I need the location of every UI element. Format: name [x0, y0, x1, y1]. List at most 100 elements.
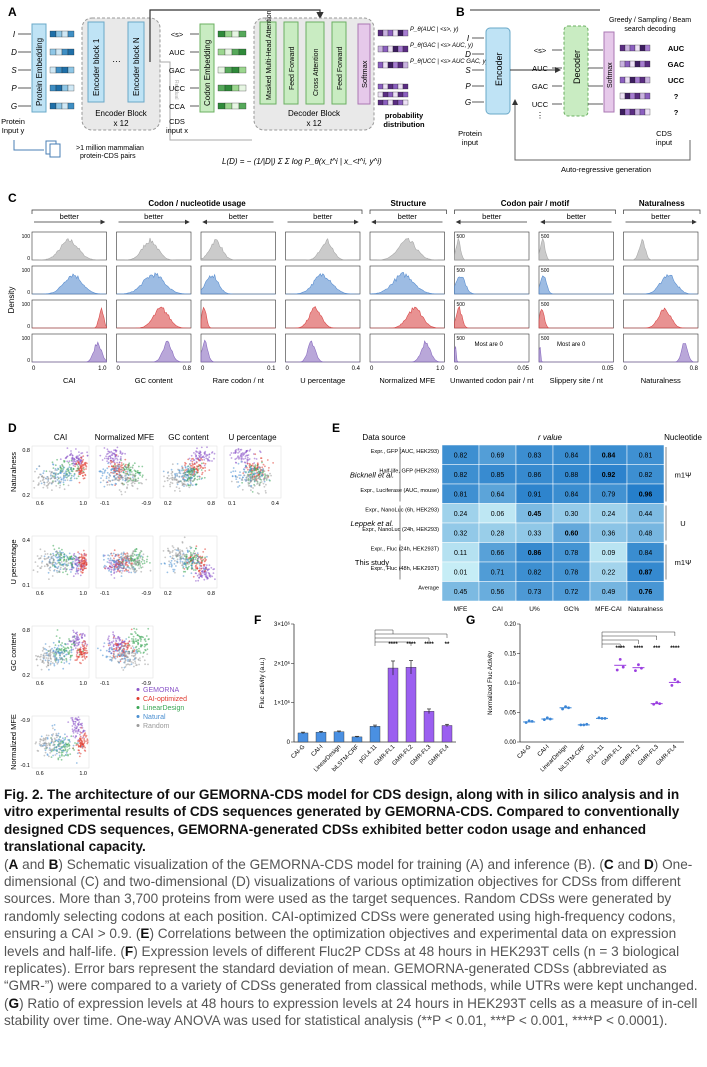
prob-cell [397, 29, 404, 37]
d-point [199, 563, 201, 565]
g-significance: **** [670, 646, 680, 652]
d-point [199, 454, 202, 457]
e-row-label: Average [418, 586, 439, 592]
d-point [234, 450, 237, 452]
d-point [62, 568, 65, 570]
d-point [199, 573, 202, 576]
d-point [263, 470, 266, 473]
d-point [66, 735, 68, 738]
d-legend-dot [136, 688, 140, 691]
d-legend-dot [136, 706, 140, 709]
d-point [72, 732, 75, 734]
d-point [138, 560, 141, 562]
d-point [53, 646, 56, 649]
d-point [105, 565, 107, 568]
g-point [597, 716, 601, 720]
d-point [60, 467, 63, 470]
d-point [81, 745, 84, 748]
d-point [120, 468, 122, 471]
caption-ref-a: A [8, 856, 19, 872]
g-ylabel: Normalized Fluc Activity [488, 651, 494, 715]
d-point [141, 476, 144, 478]
d-point [105, 481, 108, 484]
g-point [658, 702, 662, 706]
embedding-cell [61, 48, 69, 56]
c-density-curve [538, 237, 614, 261]
d-point [139, 652, 142, 654]
d-point [238, 474, 241, 477]
g-significance: **** [616, 646, 626, 652]
d-point [56, 473, 59, 475]
d-point [84, 642, 87, 645]
feed-forward-label-1: Feed Forward [289, 46, 296, 90]
d-point [129, 567, 132, 570]
g-significance: *** [653, 646, 661, 652]
d-point [124, 491, 127, 493]
d-point [169, 481, 172, 484]
d-point [59, 484, 62, 487]
d-point [131, 552, 134, 555]
d-point [84, 463, 86, 466]
d-point [61, 749, 64, 752]
d-point [121, 557, 124, 560]
d-point [147, 663, 149, 666]
e-cell-value: 0.60 [565, 530, 579, 537]
d-point [125, 642, 128, 645]
d-point [82, 474, 84, 477]
d-point [123, 557, 126, 560]
d-point [110, 573, 113, 576]
c-xtick: 0.05 [602, 366, 614, 372]
d-legend-label: Natural [143, 714, 166, 721]
embedding-cell [49, 48, 57, 56]
d-point [135, 649, 138, 652]
d-point [214, 578, 216, 581]
prob-cell [387, 91, 394, 98]
d-point [189, 473, 192, 476]
d-point [113, 577, 116, 579]
d-point [193, 472, 196, 475]
d-point [83, 741, 86, 744]
d-point [174, 478, 177, 481]
d-point [135, 569, 138, 572]
d-point [78, 454, 81, 456]
prob-cell [397, 91, 404, 98]
d-point [79, 652, 82, 655]
d-point [70, 651, 73, 654]
d-point [210, 566, 213, 569]
c-ytick: 100 [22, 336, 31, 342]
d-point [86, 454, 89, 457]
d-point [198, 573, 201, 575]
c-xtick: 0 [624, 366, 628, 372]
d-point [81, 636, 83, 639]
g-xtick: CAI-I [537, 744, 551, 758]
d-point [198, 567, 201, 569]
b-encoder-label: Encoder [494, 52, 504, 86]
d-point [57, 565, 60, 568]
encoder-block-1-label: Encoder block 1 [92, 38, 101, 96]
d-point [66, 573, 69, 576]
d-point [126, 652, 129, 655]
d-point [245, 471, 247, 474]
d-point [171, 482, 174, 485]
d-point [141, 636, 144, 638]
d-point [119, 647, 122, 650]
d-point [136, 553, 138, 556]
d-point [198, 478, 201, 480]
decoder-repeat: x 12 [306, 119, 322, 128]
g-point [637, 663, 640, 667]
d-point [144, 663, 147, 666]
g-point [524, 721, 528, 724]
d-point [85, 740, 87, 743]
d-point [164, 556, 167, 559]
d-ytick: 0.4 [22, 538, 30, 544]
g-point [655, 701, 659, 704]
d-point [124, 475, 126, 477]
caption-text-7: ) Ratio of expression levels at 48 hours… [4, 995, 698, 1029]
d-point [196, 478, 199, 481]
d-point [182, 570, 185, 573]
d-point [82, 565, 85, 567]
d-point [181, 541, 184, 544]
d-point [189, 463, 191, 465]
d-point [122, 463, 125, 465]
d-point [176, 474, 179, 476]
